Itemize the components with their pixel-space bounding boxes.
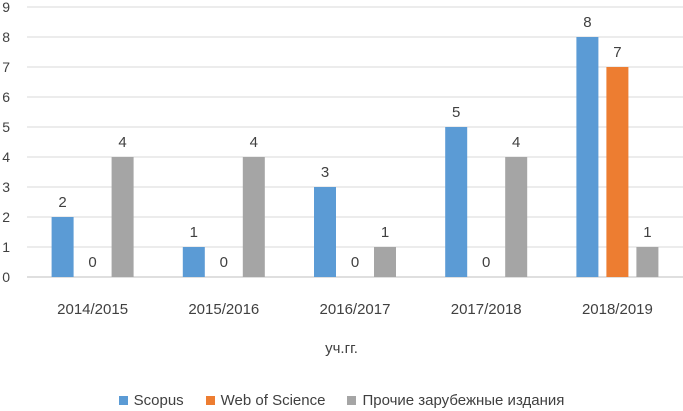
legend-label-other-foreign: Прочие зарубежные издания — [362, 392, 565, 409]
x-tick-label: 2016/2017 — [320, 301, 391, 318]
data-label: 1 — [643, 224, 651, 241]
x-tick-label: 2017/2018 — [451, 301, 522, 318]
y-tick-label: 2 — [2, 209, 10, 225]
y-tick-label: 7 — [2, 59, 10, 75]
data-label: 4 — [512, 134, 520, 151]
bar — [636, 247, 659, 277]
data-label: 3 — [321, 164, 329, 181]
x-axis-title: уч.гг. — [325, 340, 358, 357]
bar — [314, 187, 336, 277]
legend-item-scopus: Scopus — [118, 392, 184, 409]
data-label: 5 — [452, 104, 460, 121]
data-label: 4 — [118, 134, 126, 151]
bar — [111, 157, 134, 277]
bar — [505, 157, 528, 277]
y-tick-label: 9 — [2, 0, 10, 15]
data-label: 1 — [381, 224, 389, 241]
y-tick-label: 8 — [2, 29, 10, 45]
data-label: 2 — [58, 194, 66, 211]
bar — [445, 127, 468, 277]
data-label: 0 — [220, 254, 228, 271]
data-label: 0 — [482, 254, 490, 271]
bar — [576, 37, 599, 277]
legend: Scopus Web of Science Прочие зарубежные … — [0, 392, 683, 409]
y-tick-label: 0 — [2, 269, 10, 285]
legend-item-web-of-science: Web of Science — [205, 392, 326, 409]
y-tick-label: 6 — [2, 89, 10, 105]
bar — [242, 157, 265, 277]
legend-label-scopus: Scopus — [133, 392, 184, 409]
x-tick-label: 2014/2015 — [57, 301, 128, 318]
legend-swatch-other-foreign — [347, 396, 357, 405]
data-label: 8 — [583, 14, 591, 31]
data-label: 1 — [190, 224, 198, 241]
bar — [374, 247, 396, 277]
data-label: 0 — [88, 254, 96, 271]
data-label: 4 — [250, 134, 258, 151]
bar — [51, 217, 74, 277]
legend-label-web-of-science: Web of Science — [220, 392, 326, 409]
y-tick-label: 4 — [2, 149, 10, 165]
x-tick-label: 2015/2016 — [188, 301, 259, 318]
y-tick-label: 3 — [2, 179, 10, 195]
bar — [182, 247, 205, 277]
legend-item-other-foreign: Прочие зарубежные издания — [347, 392, 564, 409]
y-tick-label: 5 — [2, 119, 10, 135]
bar — [606, 67, 629, 277]
legend-swatch-web-of-science — [205, 396, 215, 405]
y-tick-label: 1 — [2, 239, 10, 255]
data-label: 7 — [613, 44, 621, 61]
legend-swatch-scopus — [118, 396, 128, 405]
data-label: 0 — [351, 254, 359, 271]
x-tick-label: 2018/2019 — [582, 301, 653, 318]
